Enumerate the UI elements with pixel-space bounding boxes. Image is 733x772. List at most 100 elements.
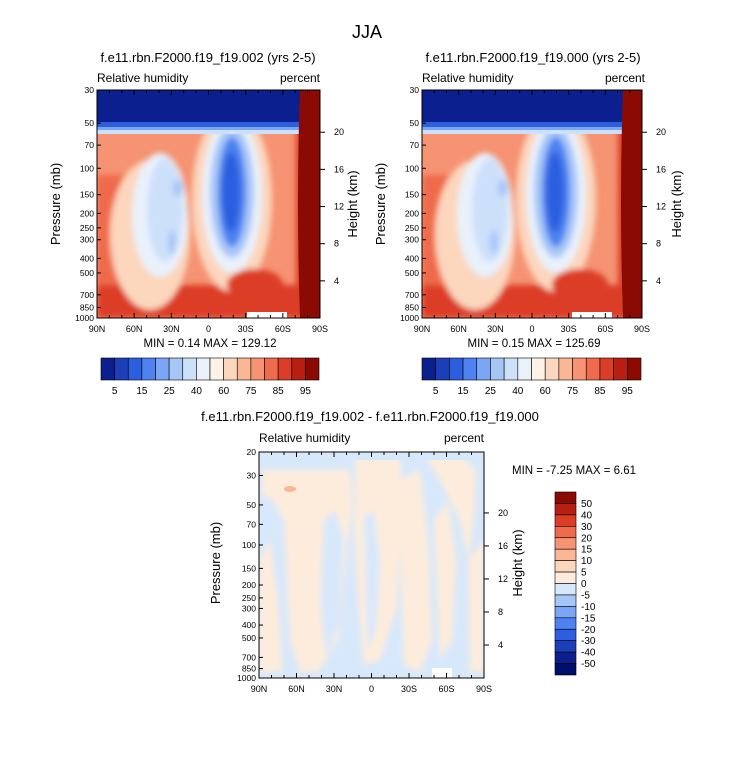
- panel-3-colorbar-swatch: [554, 503, 577, 516]
- panel-2-y-tick-label: 30: [410, 85, 420, 95]
- panel-1-x-tick-label: 60N: [126, 324, 143, 334]
- panel-1-colorbar-swatch: [127, 357, 143, 381]
- panel-2-field: [422, 90, 642, 318]
- panel-1-y-tick-label: 70: [85, 140, 95, 150]
- panel-2-x-tick-label: 60N: [450, 324, 467, 334]
- panel-1-colorbar-swatch: [250, 357, 265, 381]
- panel-1-colorbar-swatch: [264, 357, 279, 381]
- panel-2-colorbar-swatch: [572, 357, 587, 381]
- panel-3-height-tick-label: 20: [498, 508, 508, 518]
- panel-2-x-tick-label: 60S: [597, 324, 613, 334]
- panel-1-colorbar-label: 75: [245, 386, 257, 397]
- panel-3-colorbar-label: 10: [581, 556, 593, 567]
- panel-2-colorbar-label: 95: [622, 386, 634, 397]
- panel-2-y-tick-label: 500: [405, 268, 419, 278]
- panel-3-colorbar-label: 50: [581, 499, 593, 510]
- panel-3-height-tick-label: 12: [498, 574, 508, 584]
- panel-1-colorbar-label: 25: [164, 386, 176, 397]
- panel-3-y-tick-label: 850: [242, 664, 256, 674]
- panel-2-y-tick-label: 250: [405, 223, 419, 233]
- panel-2-y-tick-label: 100: [405, 163, 419, 173]
- panel-3-colorbar-swatch: [554, 526, 577, 539]
- panel-1-x-tick-label: 30N: [163, 324, 180, 334]
- panel-2-y-tick-label: 1000: [400, 313, 419, 323]
- panel-2-y-tick-label: 850: [405, 302, 419, 312]
- panel-2-stats: MIN = 0.15 MAX = 125.69: [468, 338, 601, 350]
- panel-3-colorbar-label: -50: [581, 659, 596, 670]
- panel-1-colorbar-swatch: [155, 357, 170, 381]
- panel-1-colorbar-label: 15: [136, 386, 148, 397]
- panel-2-title: f.e11.rbn.F2000.f19_f19.000 (yrs 2-5): [425, 50, 640, 65]
- panel-1-colorbar-swatch: [277, 357, 293, 381]
- panel-1-colorbar-swatch: [114, 357, 129, 381]
- panel-3-colorbar-swatch: [554, 651, 577, 664]
- panel-1-colorbar-swatch: [182, 357, 197, 381]
- panel-2-colorbar-swatch: [558, 357, 573, 381]
- panel-2-height-tick-label: 12: [656, 202, 666, 212]
- panel-3-colorbar-label: -10: [581, 602, 596, 613]
- panel-3-colorbar-label: -20: [581, 625, 596, 636]
- panel-2-height-tick-label: 20: [656, 127, 666, 137]
- panel-2-x-tick-label: 90N: [414, 324, 431, 334]
- panel-3-ylabel-right: Height (km): [510, 529, 525, 596]
- panel-3-x-tick-label: 0: [369, 684, 374, 694]
- figure-title: JJA: [352, 22, 382, 42]
- panel-1-ylabel: Pressure (mb): [48, 163, 63, 245]
- panel-3-colorbar-swatch: [554, 491, 577, 504]
- panel-2-x-tick-label: 30S: [561, 324, 577, 334]
- panel-1-y-tick-label: 1000: [75, 313, 94, 323]
- panel-3-colorbar-swatch: [554, 514, 577, 527]
- panel-2-colorbar-label: 40: [512, 386, 524, 397]
- panel-3-y-tick-label: 250: [242, 593, 256, 603]
- panel-2-colorbar-swatch: [462, 357, 478, 381]
- panel-3-x-axis: 90N 60N 30N 0 30S 60S 90S: [251, 452, 492, 694]
- panel-2-colorbar: 5 15 25 40 60 75 85 95: [421, 357, 642, 397]
- panel-1-colorbar-swatch: [196, 357, 211, 381]
- panel-1-x-tick-label: 30S: [238, 324, 254, 334]
- panel-1-right-string: percent: [280, 71, 321, 85]
- panel-1-y-tick-label: 700: [80, 290, 94, 300]
- panel-1-height-axis: 4 8 12 16 20: [320, 127, 344, 286]
- panel-2-colorbar-swatch: [476, 357, 491, 381]
- panel-3: f.e11.rbn.F2000.f19_f19.002 - f.e11.rbn.…: [201, 409, 636, 694]
- panel-1-colorbar-swatch: [305, 357, 320, 381]
- panel-1-colorbar-swatch: [209, 357, 224, 381]
- panel-3-ylabel: Pressure (mb): [208, 522, 223, 604]
- panel-1-y-tick-label: 150: [80, 190, 94, 200]
- panel-3-colorbar-label: 15: [581, 545, 593, 556]
- panel-3-x-tick-label: 90N: [251, 684, 268, 694]
- panel-1-x-tick-label: 90S: [312, 324, 328, 334]
- panel-3-colorbar-swatch: [554, 640, 577, 653]
- panel-3-colorbar-label: 40: [581, 510, 593, 521]
- panel-2-y-tick-label: 300: [405, 235, 419, 245]
- panel-3-x-tick-label: 30S: [401, 684, 417, 694]
- panel-2-colorbar-swatch: [585, 357, 601, 381]
- panel-1-y-tick-label: 850: [80, 302, 94, 312]
- panel-3-x-tick-label: 60N: [288, 684, 305, 694]
- panel-3-left-string: Relative humidity: [259, 431, 350, 445]
- panel-3-colorbar-label: -15: [581, 613, 596, 624]
- panel-2-height-tick-label: 8: [656, 239, 661, 249]
- panel-2: f.e11.rbn.F2000.f19_f19.000 (yrs 2-5) Re…: [373, 50, 684, 397]
- panel-2-colorbar-label: 15: [458, 386, 470, 397]
- panel-3-stats: MIN = -7.25 MAX = 6.61: [512, 465, 636, 477]
- panel-1-height-tick-label: 12: [334, 202, 344, 212]
- panel-1-y-tick-label: 500: [80, 268, 94, 278]
- panel-3-colorbar-swatch: [554, 606, 577, 619]
- panel-1-colorbar-swatch: [223, 357, 238, 381]
- panel-3-right-string: percent: [444, 431, 485, 445]
- panel-3-height-tick-label: 4: [498, 640, 503, 650]
- panel-3-colorbar-label: 20: [581, 533, 593, 544]
- panel-3-colorbar-label: -40: [581, 648, 596, 659]
- panel-3-field: [259, 452, 484, 678]
- panel-2-colorbar-swatch: [531, 357, 546, 381]
- panel-2-height-axis: 4 8 12 16 20: [642, 127, 666, 286]
- panel-3-x-tick-label: 30N: [326, 684, 343, 694]
- panel-1-colorbar-label: 85: [273, 386, 285, 397]
- panel-1-colorbar-label: 5: [112, 386, 118, 397]
- panel-2-colorbar-swatch: [435, 357, 450, 381]
- panel-3-colorbar-label: -30: [581, 636, 596, 647]
- panel-2-colorbar-swatch: [627, 357, 642, 381]
